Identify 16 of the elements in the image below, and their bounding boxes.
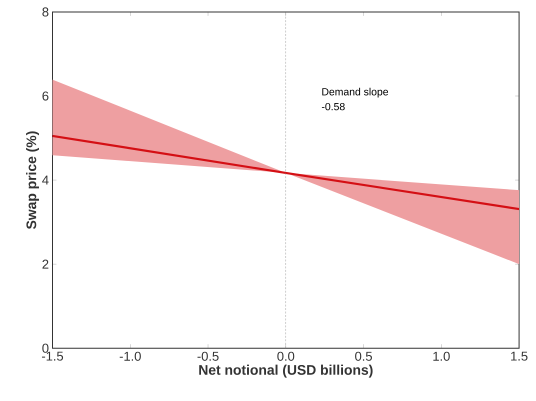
x-axis-title: Net notional (USD billions) (199, 364, 373, 378)
y-tick-label: 8 (42, 7, 48, 17)
y-tick-label: 4 (42, 176, 49, 185)
x-tick-label: -1.0 (120, 352, 141, 361)
y-axis-title: Swap price (%) (26, 131, 39, 230)
annotation: -0.58 (322, 102, 345, 110)
x-tick-label: -0.5 (198, 352, 219, 361)
x-tick-label: -1.5 (42, 352, 64, 361)
y-tick-label: 6 (42, 91, 48, 101)
x-tick-label: 0.5 (355, 352, 372, 361)
x-tick-label: 1.0 (433, 352, 450, 361)
x-tick-label: 0.0 (277, 352, 294, 361)
y-tick-label: 0 (42, 344, 48, 353)
x-tick-label: 1.5 (511, 352, 528, 361)
annotation: Demand slope (322, 88, 388, 98)
y-tick-label: 2 (42, 260, 48, 269)
